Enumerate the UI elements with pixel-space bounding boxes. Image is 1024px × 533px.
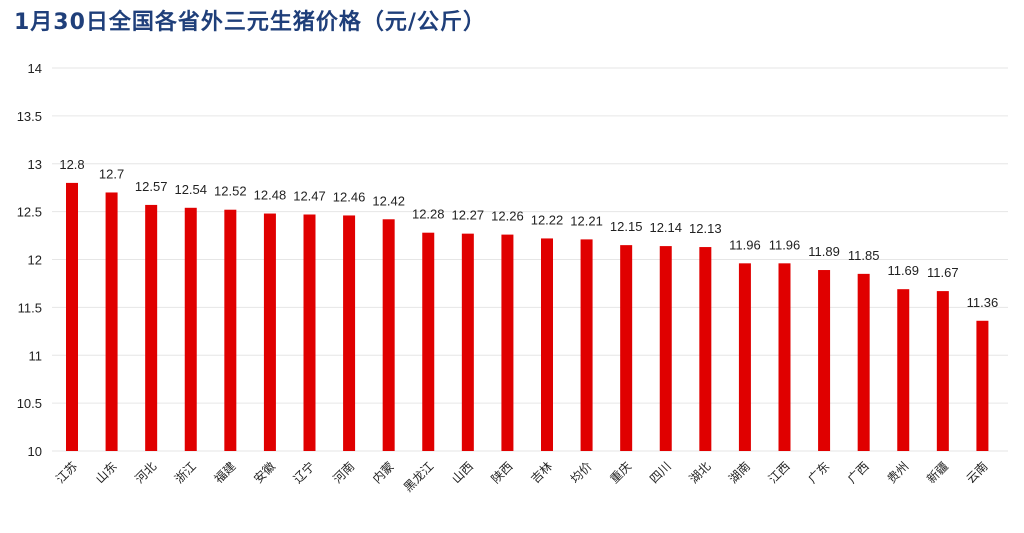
x-axis: 江苏 山东 河北 浙江 福建 安徽 辽宁 河南 内蒙 黑龙江 山西 陕西 吉林 均价 重庆 四川 湖北 湖南 江西广… bbox=[53, 459, 990, 495]
bar-layer bbox=[66, 182, 989, 451]
data-label: 12.57 bbox=[135, 179, 168, 194]
bar bbox=[145, 204, 158, 451]
data-label: 11.85 bbox=[848, 248, 880, 263]
x-tick-label: 安徽 bbox=[250, 459, 278, 487]
data-label: 11.96 bbox=[729, 237, 761, 252]
x-tick-label: 内蒙 bbox=[370, 459, 397, 486]
data-label-layer: 12.8 12.7 12.57 12.54 12.52 12.48 12.47 12.46 12… bbox=[59, 157, 998, 310]
data-label: 11.67 bbox=[927, 265, 959, 280]
x-tick-label: 四川 bbox=[647, 459, 674, 486]
bar bbox=[501, 234, 514, 451]
bar bbox=[105, 192, 118, 451]
y-tick-label: 11.5 bbox=[18, 300, 42, 315]
data-label: 11.96 bbox=[769, 237, 801, 252]
data-label: 12.13 bbox=[689, 221, 722, 236]
y-tick-label: 13.5 bbox=[17, 109, 42, 124]
data-label: 12.54 bbox=[174, 182, 207, 197]
bar bbox=[343, 215, 356, 451]
grid-layer bbox=[52, 67, 1008, 452]
data-label: 12.26 bbox=[491, 209, 524, 224]
x-tick-label: 辽宁 bbox=[290, 459, 318, 487]
bar bbox=[184, 207, 197, 451]
y-tick-label: 10 bbox=[28, 444, 42, 459]
y-tick-label: 12 bbox=[28, 253, 42, 268]
data-label: 12.28 bbox=[412, 207, 445, 222]
data-label: 12.27 bbox=[452, 208, 485, 223]
bar bbox=[620, 245, 633, 451]
x-tick-label: 重庆 bbox=[607, 459, 634, 486]
bar bbox=[818, 270, 831, 451]
x-tick-label: 河北 bbox=[132, 459, 159, 486]
bar bbox=[422, 232, 435, 451]
bar bbox=[659, 246, 672, 451]
x-tick-label: 山西 bbox=[449, 459, 476, 486]
x-tick-label: 新疆 bbox=[923, 459, 951, 487]
data-label: 12.52 bbox=[214, 184, 247, 199]
x-tick-label: 黑龙江 bbox=[401, 459, 436, 494]
x-tick-label: 江苏 bbox=[53, 459, 80, 486]
x-tick-label: 广东 bbox=[805, 459, 832, 486]
data-label: 12.7 bbox=[99, 166, 124, 181]
bar bbox=[66, 182, 78, 451]
x-tick-label: 湖南 bbox=[725, 459, 753, 487]
x-tick-label: 广西 bbox=[845, 459, 872, 486]
bar bbox=[303, 214, 316, 451]
y-tick-label: 11 bbox=[29, 348, 43, 363]
data-label: 12.14 bbox=[649, 220, 682, 235]
bar bbox=[382, 219, 395, 451]
data-label: 12.8 bbox=[59, 157, 84, 172]
bar bbox=[738, 263, 751, 451]
data-label: 11.36 bbox=[967, 295, 999, 310]
data-label: 12.21 bbox=[570, 213, 603, 228]
y-tick-label: 13 bbox=[28, 157, 42, 172]
bar bbox=[541, 238, 553, 451]
bar bbox=[778, 263, 791, 451]
x-tick-label: 河南 bbox=[330, 459, 358, 487]
x-tick-label: 浙江 bbox=[172, 459, 199, 486]
x-tick-label: 山东 bbox=[93, 459, 120, 486]
x-tick-label: 贵州 bbox=[884, 459, 911, 486]
x-tick-label: 吉林 bbox=[528, 459, 555, 486]
y-tick-label: 10.5 bbox=[17, 396, 42, 411]
y-tick-label: 12.5 bbox=[17, 205, 42, 220]
data-label: 11.69 bbox=[887, 263, 919, 278]
bar bbox=[857, 273, 870, 451]
data-label: 12.22 bbox=[531, 212, 564, 227]
x-tick-label: 云南 bbox=[963, 459, 991, 487]
data-label: 12.46 bbox=[333, 189, 366, 204]
bar bbox=[936, 291, 949, 451]
bar bbox=[976, 320, 989, 451]
bar bbox=[224, 209, 237, 451]
chart-title: 1月30日全国各省外三元生猪价格（元/公斤） bbox=[14, 10, 486, 35]
bar bbox=[263, 213, 276, 451]
data-label: 12.15 bbox=[610, 219, 643, 234]
data-label: 12.47 bbox=[293, 188, 326, 203]
data-label: 12.42 bbox=[372, 193, 405, 208]
x-tick-label: 福建 bbox=[211, 459, 239, 487]
y-tick-label: 14 bbox=[28, 61, 42, 76]
data-label: 12.48 bbox=[254, 188, 287, 203]
x-tick-label: 江西 bbox=[766, 459, 793, 486]
x-tick-label: 陕西 bbox=[488, 459, 516, 487]
bar bbox=[699, 247, 712, 451]
x-tick-label: 湖北 bbox=[686, 459, 714, 487]
x-tick-label: 均价 bbox=[568, 459, 595, 486]
data-label: 11.89 bbox=[808, 244, 840, 259]
bar bbox=[580, 239, 593, 451]
bar bbox=[461, 233, 474, 451]
y-axis: 10 10.5 11 11.5 12 12.5 13 13.5 14 bbox=[17, 61, 42, 459]
bar bbox=[897, 289, 910, 451]
